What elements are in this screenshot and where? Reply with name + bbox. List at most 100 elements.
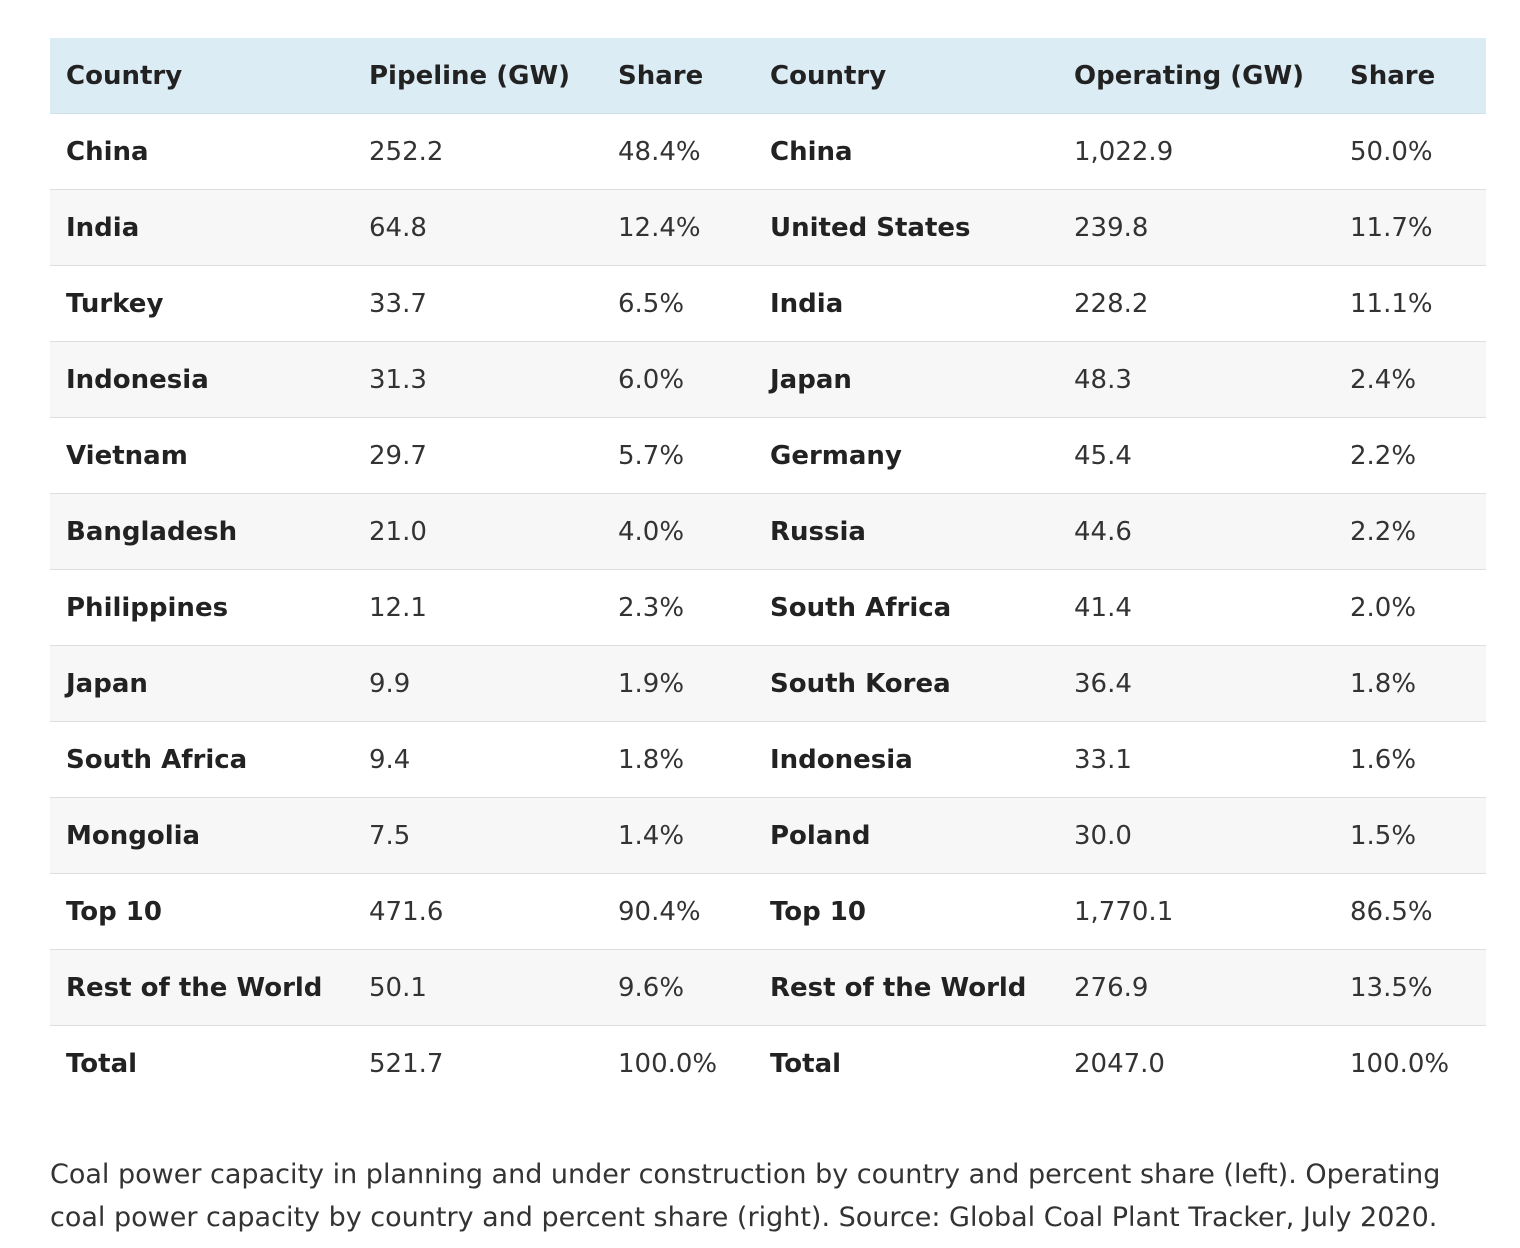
table-row: Philippines 12.1 2.3% South Africa 41.4 2.0% <box>50 569 1486 646</box>
operating-gw-cell: 41.4 <box>1058 569 1334 646</box>
table-row: India 64.8 12.4% United States 239.8 11.7% <box>50 189 1486 266</box>
country-cell: United States <box>754 189 1058 266</box>
table-row: Top 10 471.6 90.4% Top 10 1,770.1 86.5% <box>50 873 1486 950</box>
table-row: Japan 9.9 1.9% South Korea 36.4 1.8% <box>50 645 1486 722</box>
coal-capacity-table: Country Pipeline (GW) Share Country Operatin… <box>50 38 1486 1101</box>
operating-share-cell: 11.7% <box>1334 189 1486 266</box>
header-share-pipeline: Share <box>602 38 754 114</box>
table-row: Total 521.7 100.0% Total 2047.0 100.0% <box>50 1026 1486 1102</box>
operating-share-cell: 13.5% <box>1334 949 1486 1026</box>
country-cell: Rest of the World <box>50 949 353 1026</box>
country-cell: Top 10 <box>50 873 353 950</box>
table-row: Rest of the World 50.1 9.6% Rest of the Wor… <box>50 949 1486 1026</box>
country-cell: Philippines <box>50 569 353 646</box>
pipeline-gw-cell: 33.7 <box>353 265 602 342</box>
operating-gw-cell: 1,770.1 <box>1058 873 1334 950</box>
operating-gw-cell: 30.0 <box>1058 797 1334 874</box>
header-country-operating: Country <box>754 38 1058 114</box>
pipeline-share-cell: 48.4% <box>602 113 754 190</box>
table-row: Mongolia 7.5 1.4% Poland 30.0 1.5% <box>50 797 1486 874</box>
pipeline-gw-cell: 21.0 <box>353 493 602 570</box>
pipeline-gw-cell: 12.1 <box>353 569 602 646</box>
country-cell: India <box>754 265 1058 342</box>
operating-share-cell: 100.0% <box>1350 1048 1450 1079</box>
country-cell: South Africa <box>50 721 353 798</box>
country-cell: Mongolia <box>50 797 353 874</box>
country-cell: Indonesia <box>754 721 1058 798</box>
operating-gw-cell: 2047.0 <box>1074 1048 1165 1079</box>
operating-gw-cell: 48.3 <box>1058 341 1334 418</box>
pipeline-share-cell: 6.5% <box>602 265 754 342</box>
table-caption: Coal power capacity in planning and unde… <box>50 1159 1441 1233</box>
pipeline-share-cell: 1.8% <box>602 721 754 798</box>
operating-gw-cell: 1,022.9 <box>1058 113 1334 190</box>
pipeline-gw-cell: 471.6 <box>353 873 602 950</box>
pipeline-gw-cell: 7.5 <box>353 797 602 874</box>
pipeline-share-cell: 5.7% <box>602 417 754 494</box>
pipeline-share-cell: 1.4% <box>602 797 754 874</box>
operating-share-cell: 11.1% <box>1334 265 1486 342</box>
operating-share-cell: 2.4% <box>1334 341 1486 418</box>
country-cell: Turkey <box>50 265 353 342</box>
country-cell: Top 10 <box>754 873 1058 950</box>
country-cell: China <box>50 113 353 190</box>
country-cell: Germany <box>754 417 1058 494</box>
country-cell: Rest of the World <box>754 949 1058 1026</box>
pipeline-share-cell: 12.4% <box>602 189 754 266</box>
header-operating-gw: Operating (GW) <box>1058 38 1334 114</box>
operating-share-cell: 1.5% <box>1334 797 1486 874</box>
pipeline-share-cell: 9.6% <box>602 949 754 1026</box>
pipeline-gw-cell: 31.3 <box>353 341 602 418</box>
pipeline-gw-cell: 64.8 <box>353 189 602 266</box>
table-row: Turkey 33.7 6.5% India 228.2 11.1% <box>50 265 1486 342</box>
country-cell: Russia <box>754 493 1058 570</box>
table-row: China 252.2 48.4% China 1,022.9 50.0% <box>50 113 1486 190</box>
pipeline-share-cell: 6.0% <box>602 341 754 418</box>
country-cell: Total <box>66 1048 138 1079</box>
pipeline-gw-cell: 9.4 <box>353 721 602 798</box>
operating-share-cell: 1.8% <box>1334 645 1486 722</box>
table-row: Bangladesh 21.0 4.0% Russia 44.6 2.2% <box>50 493 1486 570</box>
table-row: Indonesia 31.3 6.0% Japan 48.3 2.4% <box>50 341 1486 418</box>
header-country-pipeline: Country <box>50 38 353 114</box>
pipeline-gw-cell: 9.9 <box>353 645 602 722</box>
pipeline-share-cell: 4.0% <box>602 493 754 570</box>
country-cell: Total <box>770 1048 842 1079</box>
pipeline-share-cell: 2.3% <box>602 569 754 646</box>
operating-gw-cell: 45.4 <box>1058 417 1334 494</box>
country-cell: South Korea <box>754 645 1058 722</box>
operating-share-cell: 2.2% <box>1334 417 1486 494</box>
country-cell: Indonesia <box>50 341 353 418</box>
table-container: Country Pipeline (GW) Share Country Operatin… <box>50 38 1486 1101</box>
operating-gw-cell: 36.4 <box>1058 645 1334 722</box>
operating-share-cell: 1.6% <box>1334 721 1486 798</box>
country-cell: South Africa <box>754 569 1058 646</box>
pipeline-gw-cell: 252.2 <box>353 113 602 190</box>
country-cell: Japan <box>754 341 1058 418</box>
country-cell: Japan <box>50 645 353 722</box>
table-row: South Africa 9.4 1.8% Indonesia 33.1 1.6% <box>50 721 1486 798</box>
country-cell: Poland <box>754 797 1058 874</box>
country-cell: India <box>50 189 353 266</box>
operating-gw-cell: 276.9 <box>1058 949 1334 1026</box>
operating-gw-cell: 33.1 <box>1058 721 1334 798</box>
table-row: Vietnam 29.7 5.7% Germany 45.4 2.2% <box>50 417 1486 494</box>
table-body: China 252.2 48.4% China 1,022.9 50.0% India 64.… <box>50 113 1486 1102</box>
header-share-operating: Share <box>1334 38 1486 114</box>
operating-gw-cell: 44.6 <box>1058 493 1334 570</box>
operating-share-cell: 50.0% <box>1334 113 1486 190</box>
header-pipeline-gw: Pipeline (GW) <box>353 38 602 114</box>
operating-share-cell: 86.5% <box>1334 873 1486 950</box>
pipeline-share-cell: 1.9% <box>602 645 754 722</box>
country-cell: China <box>754 113 1058 190</box>
pipeline-gw-cell: 521.7 <box>369 1048 444 1079</box>
country-cell: Bangladesh <box>50 493 353 570</box>
operating-gw-cell: 239.8 <box>1058 189 1334 266</box>
operating-share-cell: 2.0% <box>1334 569 1486 646</box>
pipeline-gw-cell: 50.1 <box>353 949 602 1026</box>
table-header-row: Country Pipeline (GW) Share Country Operatin… <box>50 38 1486 114</box>
pipeline-gw-cell: 29.7 <box>353 417 602 494</box>
country-cell: Vietnam <box>50 417 353 494</box>
pipeline-share-cell: 100.0% <box>618 1048 718 1079</box>
pipeline-share-cell: 90.4% <box>602 873 754 950</box>
